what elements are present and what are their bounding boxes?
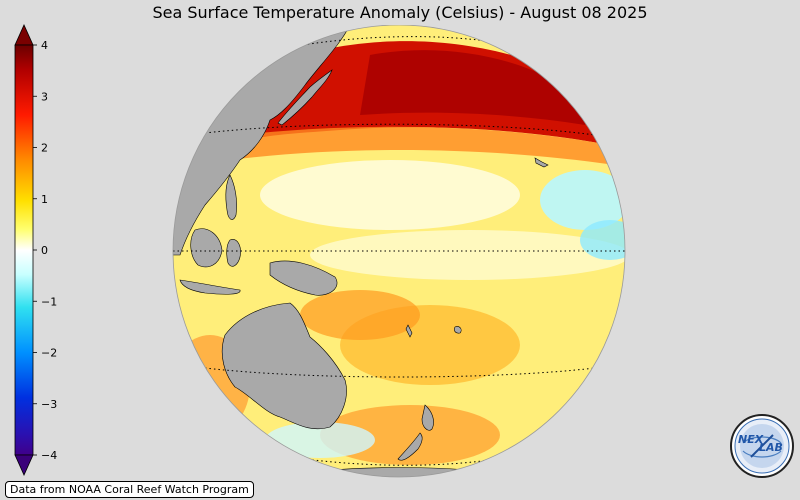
map-title: Sea Surface Temperature Anomaly (Celsius… xyxy=(152,3,648,22)
colorbar-gradient xyxy=(14,44,34,456)
colorbar-tick-label: −1 xyxy=(41,295,57,308)
colorbar-tick-label: 0 xyxy=(41,244,48,257)
coral-sea-warm-patch xyxy=(300,290,420,340)
north-pacific-hot-core xyxy=(360,50,590,125)
hawaii-islands-land xyxy=(534,157,549,168)
graticule-lat-north-30 xyxy=(204,123,596,136)
sulawesi-land xyxy=(226,239,241,267)
colorbar-tick-label: −2 xyxy=(41,347,57,360)
vanuatu-islands-land xyxy=(405,324,413,338)
globe-outline xyxy=(172,25,626,478)
graticule-lat-north-60 xyxy=(289,36,501,48)
colorbar-ticks: 4 3 2 1 0 −1 −2 −3 −4 xyxy=(33,39,57,462)
graticule-lat-south-30 xyxy=(204,367,596,378)
nexlab-logo: NEX LAB xyxy=(730,414,794,478)
new-guinea-land xyxy=(269,260,338,296)
data-source-note: Data from NOAA Coral Reef Watch Program xyxy=(5,481,254,498)
australia-land xyxy=(221,302,347,430)
east-pacific-cool-anomaly-2 xyxy=(580,220,625,260)
indonesia-islands-land xyxy=(179,279,241,295)
north-pacific-orange-band xyxy=(230,126,615,165)
new-zealand-north-land xyxy=(421,404,434,431)
equatorial-pale-band xyxy=(310,230,625,280)
antarctica-edge-land xyxy=(289,467,511,477)
borneo-land xyxy=(190,228,223,268)
colorbar: 4 3 2 1 0 −1 −2 −3 −4 xyxy=(14,24,57,476)
new-zealand-south-land xyxy=(397,432,423,461)
central-pacific-pale xyxy=(260,160,520,230)
colorbar-bottom-extend xyxy=(14,454,34,476)
colorbar-tick-label: −3 xyxy=(41,398,57,411)
japan-land xyxy=(277,69,333,126)
globe-map xyxy=(172,25,626,478)
philippines-land xyxy=(225,174,237,220)
colorbar-tick-label: 4 xyxy=(41,39,48,52)
colorbar-tick-label: 2 xyxy=(41,142,48,155)
colorbar-top-extend xyxy=(14,24,34,46)
colorbar-tick-label: −4 xyxy=(41,449,57,462)
fiji-islands-land xyxy=(454,326,462,334)
colorbar-tick-label: 1 xyxy=(41,193,48,206)
east-pacific-cool-anomaly xyxy=(540,170,625,230)
southern-cool-patch xyxy=(265,422,375,458)
logo-text-left: NEX xyxy=(738,433,764,446)
logo-text-right: LAB xyxy=(759,441,783,454)
colorbar-tick-label: 3 xyxy=(41,90,48,103)
